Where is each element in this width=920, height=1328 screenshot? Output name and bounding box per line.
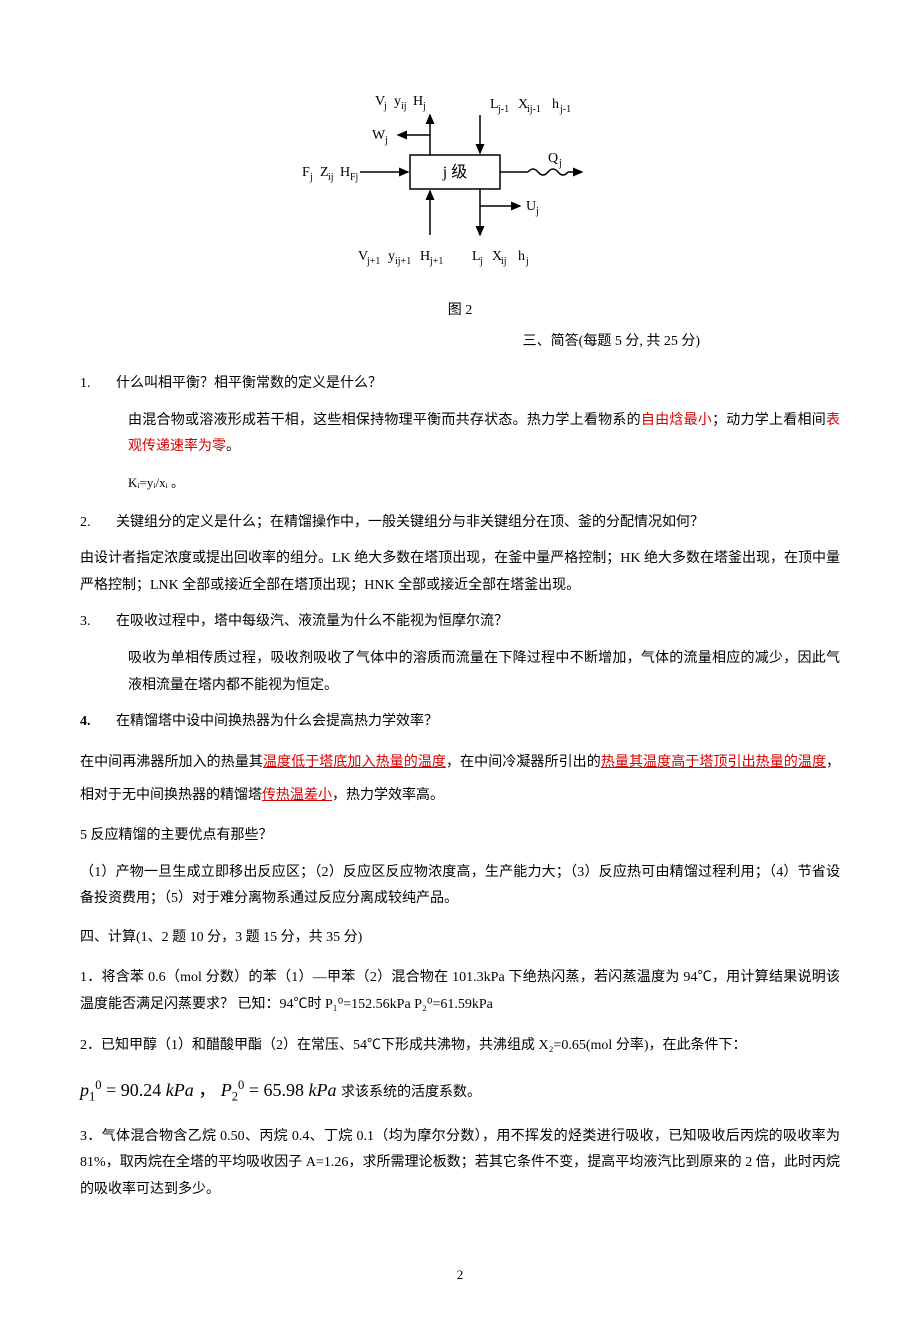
question-4: 4.在精馏塔中设中间换热器为什么会提高热力学效率？ [80, 709, 840, 736]
m-p2: P [221, 1080, 232, 1100]
svg-text:j+1: j+1 [366, 256, 380, 267]
q4-answer: 在中间再沸器所加入的热量其温度低于塔底加入热量的温度，在中间冷凝器所引出的热量其… [80, 746, 840, 813]
svg-text:ij+1: ij+1 [395, 256, 411, 267]
q4-e: ，热力学效率高。 [332, 788, 444, 803]
q5-text: 反应精馏的主要优点有那些？ [91, 828, 273, 843]
q2-num: 2. [80, 510, 116, 537]
q1-end: 。 [226, 439, 240, 454]
q4-r2: 热量其温度高于塔顶引出热量的温度 [601, 755, 826, 770]
m-tail: 求该系统的活度系数。 [341, 1085, 481, 1100]
q4-r1: 温度低于塔底加入热量的温度 [263, 755, 446, 770]
svg-text:ij: ij [328, 172, 334, 183]
m-v1: 90.24 [121, 1080, 162, 1100]
calc-q3: 3．气体混合物含乙烷 0.50、丙烷 0.4、丁烷 0.1（均为摩尔分数），用不… [80, 1124, 840, 1204]
m-eq2: = [244, 1080, 263, 1100]
calc-q2: 2．已知甲醇（1）和醋酸甲酯（2）在常压、54℃下形成共沸物，共沸组成 X₂=0… [80, 1033, 840, 1060]
svg-text:j: j [422, 101, 426, 112]
q4-m1: ，在中间冷凝器所引出的 [446, 755, 601, 770]
m-eq1: = [102, 1080, 121, 1100]
question-2: 2.关键组分的定义是什么；在精馏操作中，一般关键组分与非关键组分在顶、釜的分配情… [80, 510, 840, 537]
q1-text: 什么叫相平衡？相平衡常数的定义是什么？ [116, 376, 382, 391]
svg-text:j: j [535, 206, 539, 217]
box-label: j 级 [442, 163, 467, 181]
q1-mid: ；动力学上看相间 [712, 413, 826, 428]
svg-text:j: j [383, 101, 387, 112]
diagram-caption: 图 2 [80, 298, 840, 325]
question-3: 3.在吸收过程中，塔中每级汽、液流量为什么不能视为恒摩尔流？ [80, 609, 840, 636]
calc-q2-math: p10 = 90.24 kPa ， P20 = 65.98 kPa 求该系统的活… [80, 1073, 840, 1110]
question-1: 1.什么叫相平衡？相平衡常数的定义是什么？ [80, 371, 840, 398]
q3-num: 3. [80, 609, 116, 636]
m-u2: kPa [304, 1080, 341, 1100]
q4-text: 在精馏塔中设中间换热器为什么会提高热力学效率？ [116, 714, 438, 729]
svg-text:Q: Q [548, 151, 558, 166]
m-v2: 65.98 [263, 1080, 304, 1100]
svg-text:j-1: j-1 [559, 104, 571, 115]
svg-text:H: H [340, 165, 350, 180]
svg-text:Fj: Fj [350, 172, 358, 183]
q1-ans-pre: 由混合物或溶液形成若干相，这些相保持物理平衡而共存状态。热力学上看物系的 [128, 413, 641, 428]
q3-answer: 吸收为单相传质过程，吸收剂吸收了气体中的溶质而流量在下降过程中不断增加，气体的流… [80, 646, 840, 699]
svg-text:y: y [388, 249, 395, 264]
m-c: ， [198, 1080, 221, 1100]
svg-text:W: W [372, 128, 386, 143]
svg-text:h: h [518, 249, 525, 264]
svg-text:j: j [558, 158, 562, 169]
question-5: 5 反应精馏的主要优点有那些？ [80, 823, 840, 850]
svg-text:U: U [526, 199, 536, 214]
calc-q1: 1．将含苯 0.6（mol 分数）的苯（1）—甲苯（2）混合物在 101.3kP… [80, 965, 840, 1018]
q3-text: 在吸收过程中，塔中每级汽、液流量为什么不能视为恒摩尔流？ [116, 614, 508, 629]
q1-answer: 由混合物或溶液形成若干相，这些相保持物理平衡而共存状态。热力学上看物系的自由焓最… [80, 408, 840, 461]
svg-text:j: j [384, 135, 388, 146]
svg-text:h: h [552, 97, 559, 112]
q4-r3: 传热温差小 [262, 788, 332, 803]
svg-text:ij: ij [501, 256, 507, 267]
diagram-svg: j 级 Vj yij Hj Wj Lj-1 Xij-1 hj-1 Fj Zij … [300, 60, 620, 290]
q2-answer: 由设计者指定浓度或提出回收率的组分。LK 绝大多数在塔顶出现，在釜中量严格控制；… [80, 546, 840, 599]
svg-text:ij: ij [401, 101, 407, 112]
q4-pre: 在中间再沸器所加入的热量其 [80, 755, 263, 770]
svg-text:j+1: j+1 [429, 256, 443, 267]
section3-heading: 三、简答(每题 5 分, 共 25 分) [80, 329, 840, 356]
q1-num: 1. [80, 371, 116, 398]
svg-text:j: j [479, 256, 483, 267]
svg-text:j-1: j-1 [497, 104, 509, 115]
m-u1: kPa [161, 1080, 198, 1100]
q5-answer: （1）产物一旦生成立即移出反应区；（2）反应区反应物浓度高，生产能力大；（3）反… [80, 860, 840, 913]
svg-text:j: j [525, 256, 529, 267]
q2-text: 关键组分的定义是什么；在精馏操作中，一般关键组分与非关键组分在顶、釜的分配情况如… [116, 515, 704, 530]
svg-text:j: j [309, 172, 313, 183]
svg-text:y: y [394, 94, 401, 109]
m-p1: p [80, 1080, 89, 1100]
svg-text:ij-1: ij-1 [527, 104, 541, 115]
q1-red1: 自由焓最小 [641, 413, 712, 428]
page-number: 2 [80, 1263, 840, 1288]
svg-text:H: H [420, 249, 430, 264]
section4-heading: 四、计算(1、2 题 10 分，3 题 15 分，共 35 分) [80, 925, 840, 952]
svg-text:F: F [302, 165, 310, 180]
stage-diagram: j 级 Vj yij Hj Wj Lj-1 Xij-1 hj-1 Fj Zij … [80, 60, 840, 290]
q1-formula: Kᵢ=yᵢ/xᵢ 。 [80, 471, 840, 496]
q4-num: 4. [80, 709, 116, 736]
q5-num: 5 [80, 828, 87, 843]
svg-text:H: H [413, 94, 423, 109]
